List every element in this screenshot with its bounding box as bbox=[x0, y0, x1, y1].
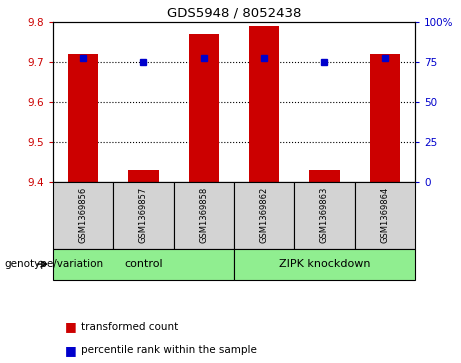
Bar bbox=[113, 182, 174, 249]
Text: GSM1369864: GSM1369864 bbox=[380, 187, 389, 243]
Bar bbox=[355, 182, 415, 249]
Bar bbox=[370, 54, 400, 182]
Bar bbox=[53, 249, 234, 280]
Bar bbox=[234, 182, 294, 249]
Text: GSM1369858: GSM1369858 bbox=[199, 187, 208, 243]
Title: GDS5948 / 8052438: GDS5948 / 8052438 bbox=[167, 6, 301, 19]
Text: transformed count: transformed count bbox=[81, 322, 178, 332]
Bar bbox=[53, 182, 113, 249]
Bar bbox=[189, 34, 219, 182]
Text: ■: ■ bbox=[65, 344, 76, 357]
Text: GSM1369856: GSM1369856 bbox=[79, 187, 88, 243]
Bar bbox=[249, 26, 279, 182]
Text: percentile rank within the sample: percentile rank within the sample bbox=[81, 345, 257, 355]
Text: GSM1369862: GSM1369862 bbox=[260, 187, 269, 243]
Text: GSM1369863: GSM1369863 bbox=[320, 187, 329, 243]
Text: GSM1369857: GSM1369857 bbox=[139, 187, 148, 243]
Bar bbox=[68, 54, 98, 182]
Text: genotype/variation: genotype/variation bbox=[5, 259, 104, 269]
Text: ZIPK knockdown: ZIPK knockdown bbox=[279, 259, 370, 269]
Bar bbox=[309, 170, 339, 182]
Bar bbox=[174, 182, 234, 249]
Text: ■: ■ bbox=[65, 320, 76, 333]
Bar bbox=[129, 170, 159, 182]
Bar bbox=[234, 249, 415, 280]
Bar bbox=[294, 182, 355, 249]
Text: control: control bbox=[124, 259, 163, 269]
